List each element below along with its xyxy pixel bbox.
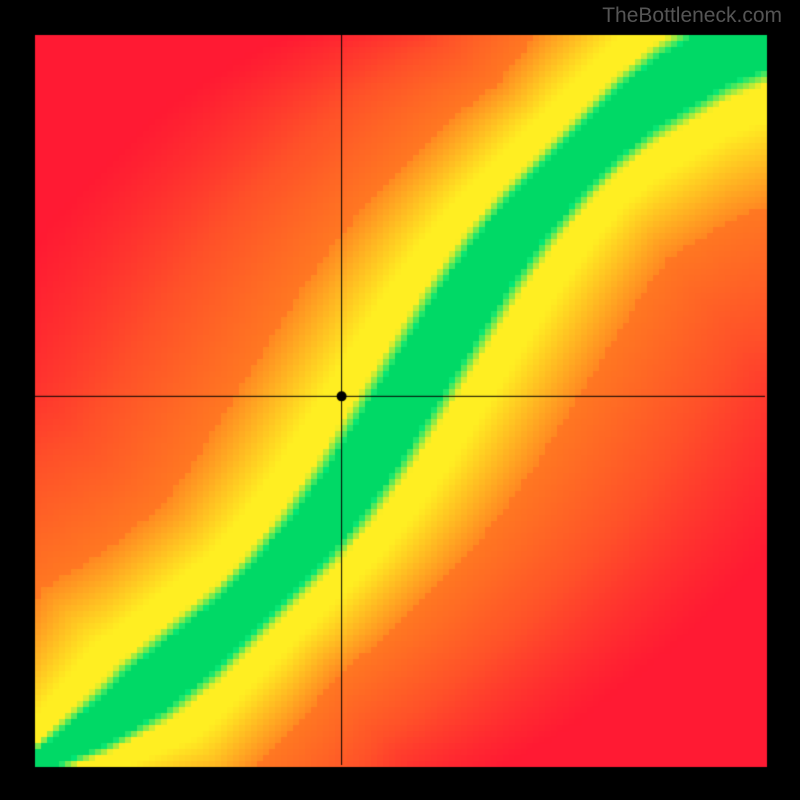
chart-container: TheBottleneck.com xyxy=(0,0,800,800)
bottleneck-heatmap xyxy=(0,0,800,800)
watermark-text: TheBottleneck.com xyxy=(602,4,782,28)
